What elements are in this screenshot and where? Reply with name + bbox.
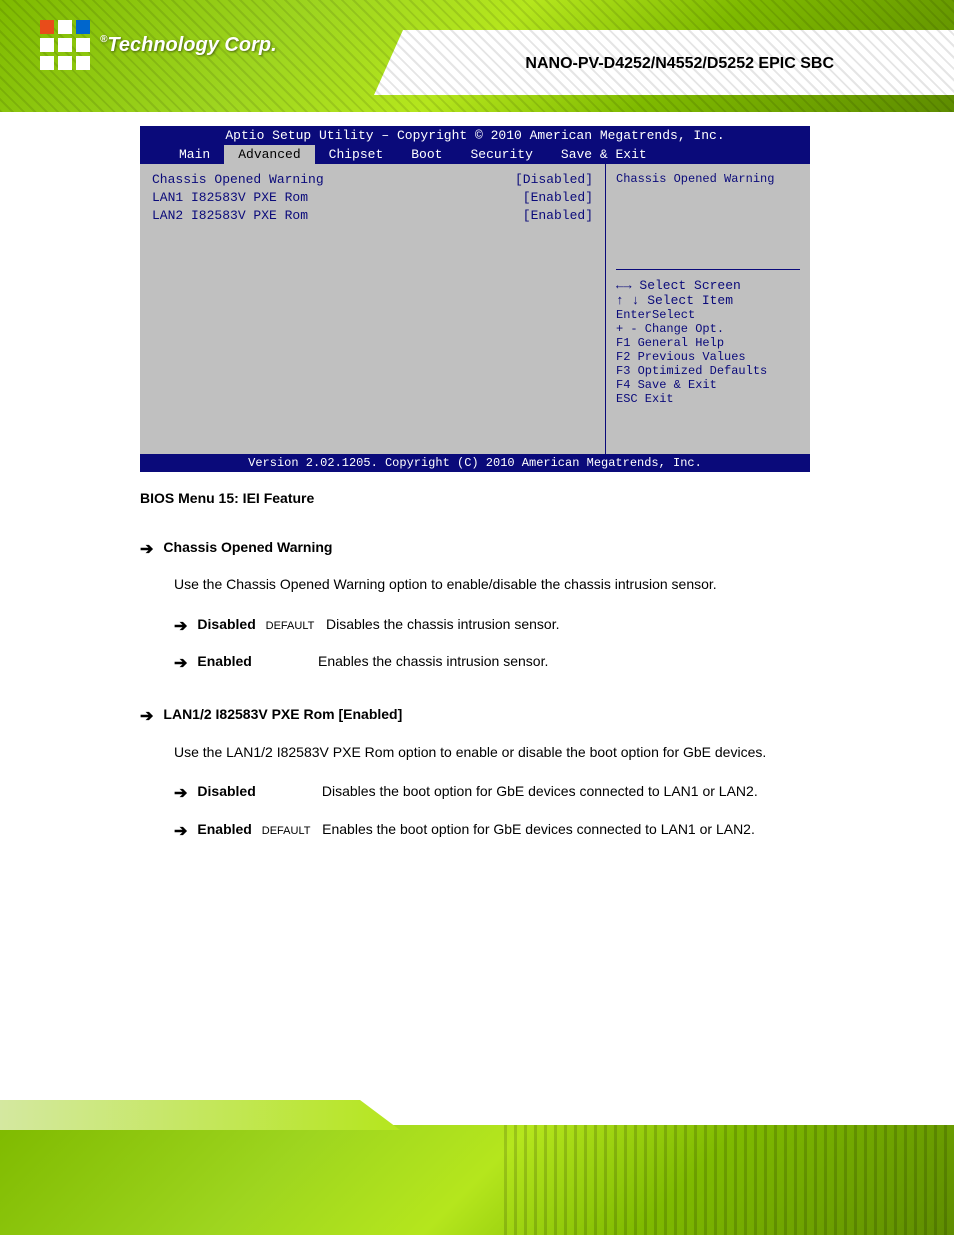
logo-block: ®Technology Corp. <box>40 20 277 70</box>
bios-nav-row: F3 Optimized Defaults <box>616 364 800 378</box>
option-text: Enabled DEFAULT Enables the boot option … <box>197 818 754 842</box>
footer-banner <box>0 1125 954 1235</box>
figure-caption: BIOS Menu 15: IEI Feature <box>140 490 314 506</box>
bios-screenshot: Aptio Setup Utility – Copyright © 2010 A… <box>140 126 810 466</box>
section-heading-row: ➔ LAN1/2 I82583V PXE Rom [Enabled] <box>140 703 810 730</box>
arrow-icon: ➔ <box>174 650 187 677</box>
bios-footer: Version 2.02.1205. Copyright (C) 2010 Am… <box>140 454 810 472</box>
arrow-icon: ➔ <box>140 703 153 730</box>
bios-nav-row: F4 Save & Exit <box>616 378 800 392</box>
arrow-icon: ➔ <box>140 536 153 563</box>
option-row: ➔ Enabled DEFAULT Enables the boot optio… <box>174 818 810 845</box>
bios-row-value: [Disabled] <box>515 172 593 187</box>
body-content: ➔ Chassis Opened Warning Use the Chassis… <box>140 536 810 855</box>
option-text: Disabled DEFAULT Disables the chassis in… <box>197 613 559 637</box>
bios-tab-security: Security <box>456 145 546 164</box>
bios-nav-row: ↑ ↓ Select Item <box>616 293 800 308</box>
logo-text: ®Technology Corp. <box>100 34 277 57</box>
bios-tabs: Main Advanced Chipset Boot Security Save… <box>140 145 810 164</box>
header-banner: ®Technology Corp. NANO-PV-D4252/N4552/D5… <box>0 0 954 112</box>
bios-main-panel: Chassis Opened Warning [Disabled] LAN1 I8… <box>140 164 605 454</box>
bios-side-hint: Chassis Opened Warning <box>616 172 800 186</box>
bios-row-value: [Enabled] <box>523 208 593 223</box>
option-text: Disabled Disables the boot option for Gb… <box>197 780 757 804</box>
bios-row-label: LAN1 I82583V PXE Rom <box>152 190 308 205</box>
bios-tab-advanced: Advanced <box>224 145 314 164</box>
section-para: Use the Chassis Opened Warning option to… <box>174 573 810 597</box>
bios-row: Chassis Opened Warning [Disabled] <box>152 172 593 187</box>
section-heading: Chassis Opened Warning <box>163 536 332 560</box>
bios-tab-save-exit: Save & Exit <box>547 145 661 164</box>
arrow-icon: ➔ <box>174 780 187 807</box>
bios-nav-row: ←→ Select Screen <box>616 278 800 293</box>
bios-row: LAN1 I82583V PXE Rom [Enabled] <box>152 190 593 205</box>
option-row: ➔ Enabled Enables the chassis intrusion … <box>174 650 810 677</box>
bios-tab-main: Main <box>165 145 224 164</box>
bios-nav-row: + - Change Opt. <box>616 322 800 336</box>
bios-side-panel: Chassis Opened Warning ←→ Select Screen … <box>605 164 810 454</box>
option-row: ➔ Disabled Disables the boot option for … <box>174 780 810 807</box>
section-heading: LAN1/2 I82583V PXE Rom [Enabled] <box>163 703 402 727</box>
bios-row-label: Chassis Opened Warning <box>152 172 324 187</box>
bios-nav-row: F1 General Help <box>616 336 800 350</box>
bios-row: LAN2 I82583V PXE Rom [Enabled] <box>152 208 593 223</box>
bios-tab-boot: Boot <box>397 145 456 164</box>
arrow-icon: ➔ <box>174 818 187 845</box>
arrow-icon: ➔ <box>174 613 187 640</box>
bios-tab-chipset: Chipset <box>315 145 398 164</box>
bios-nav-row: EnterSelect <box>616 308 800 322</box>
option-text: Enabled Enables the chassis intrusion se… <box>197 650 548 674</box>
bios-nav-row: F2 Previous Values <box>616 350 800 364</box>
banner-texture <box>504 1125 954 1235</box>
option-row: ➔ Disabled DEFAULT Disables the chassis … <box>174 613 810 640</box>
section-para: Use the LAN1/2 I82583V PXE Rom option to… <box>174 741 810 765</box>
product-title: NANO-PV-D4252/N4552/D5252 EPIC SBC <box>525 55 834 73</box>
bios-row-value: [Enabled] <box>523 190 593 205</box>
section-heading-row: ➔ Chassis Opened Warning <box>140 536 810 563</box>
bios-row-label: LAN2 I82583V PXE Rom <box>152 208 308 223</box>
bios-nav-row: ESC Exit <box>616 392 800 406</box>
bios-title: Aptio Setup Utility – Copyright © 2010 A… <box>140 126 810 145</box>
